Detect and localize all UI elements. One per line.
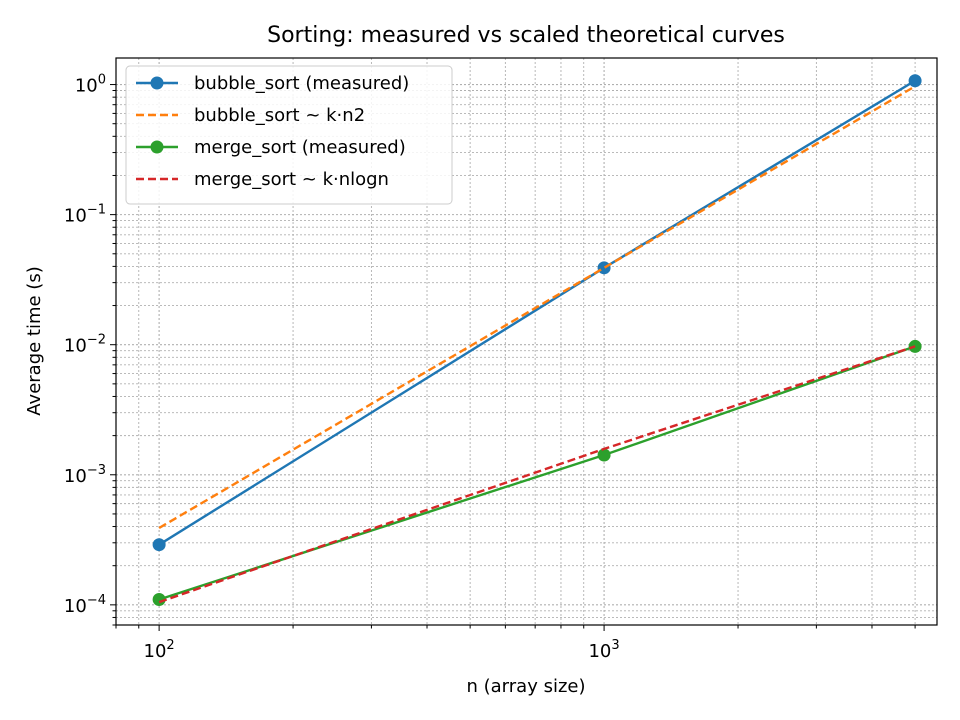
x-tick-label: 103 xyxy=(588,638,619,662)
y-tick-label: 10−3 xyxy=(64,463,106,487)
series-layer xyxy=(152,74,922,606)
data-point xyxy=(908,74,922,88)
y-tick-label: 10−2 xyxy=(64,333,106,357)
chart-title: Sorting: measured vs scaled theoretical … xyxy=(267,23,785,48)
y-tick-label: 10−1 xyxy=(64,203,106,227)
legend-marker xyxy=(150,140,164,154)
data-point xyxy=(152,592,166,606)
plot-area-frame xyxy=(115,57,938,626)
x-axis-label: n (array size) xyxy=(467,676,586,697)
data-point xyxy=(597,448,611,462)
y-tick-label: 100 xyxy=(75,73,106,97)
series-3 xyxy=(158,345,916,604)
series-1 xyxy=(158,85,916,530)
legend-label: merge_sort ~ k·nlogn xyxy=(194,169,389,190)
x-tick-label: 102 xyxy=(144,638,175,662)
legend-label: bubble_sort (measured) xyxy=(194,73,409,94)
legend-label: merge_sort (measured) xyxy=(194,137,406,158)
data-point xyxy=(597,261,611,275)
series-0 xyxy=(152,74,922,552)
y-axis-label: Average time (s) xyxy=(24,266,45,415)
series-line xyxy=(158,85,916,530)
data-point xyxy=(152,538,166,552)
y-tick-label: 10−4 xyxy=(64,593,106,617)
legend-marker xyxy=(150,76,164,90)
legend-label: bubble_sort ~ k·n2 xyxy=(194,105,365,126)
series-line xyxy=(158,345,916,604)
legend: bubble_sort (measured) bubble_sort ~ k·n2… xyxy=(125,65,453,205)
legend-box xyxy=(125,65,453,205)
axis-ticks: 102 103 10−4 10−3 10−2 10−1 100 xyxy=(64,73,916,662)
